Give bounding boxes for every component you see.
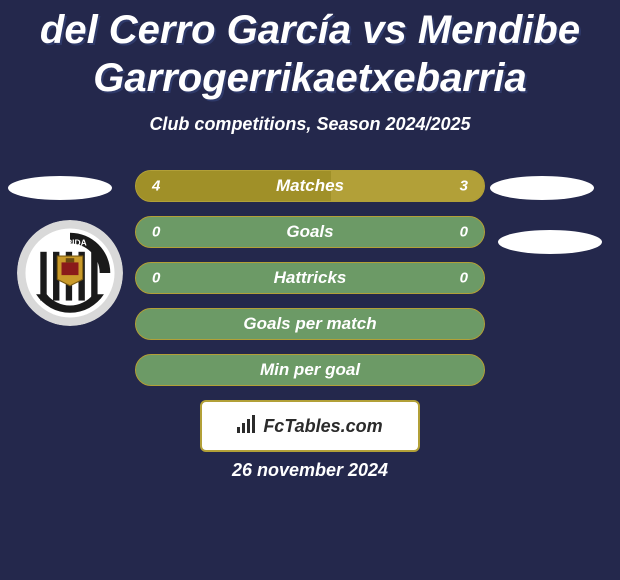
stat-value-right: 0 [460,224,468,241]
footer-date: 26 november 2024 [232,460,388,481]
player-left-placeholder [8,176,112,200]
subtitle: Club competitions, Season 2024/2025 [0,114,620,135]
page-title: del Cerro García vs Mendibe Garrogerrika… [0,0,620,102]
stat-bar: Min per goal [135,354,485,386]
footer-logo-text: FcTables.com [263,416,382,437]
club-badge: MERIDA [17,220,123,326]
player-right-placeholder-1 [490,176,594,200]
stat-bar: Goals 0 0 [135,216,485,248]
stat-value-left: 0 [152,270,160,287]
stat-fill-left [136,217,310,247]
stat-value-right: 3 [460,178,468,195]
stat-value-left: 0 [152,224,160,241]
stat-bar: Goals per match [135,308,485,340]
stats-area: Matches 4 3 Goals 0 0 Hattricks 0 0 Goals per mat… [135,170,485,400]
stat-value-right: 0 [460,270,468,287]
footer-logo-box: FcTables.com [200,400,420,452]
stat-bar: Matches 4 3 [135,170,485,202]
stat-label: Matches [276,176,344,196]
svg-text:MERIDA: MERIDA [53,237,86,247]
stat-label: Goals [286,222,333,242]
chart-icon [237,415,257,438]
stat-label: Goals per match [243,314,376,334]
stat-bar: Hattricks 0 0 [135,262,485,294]
stat-label: Min per goal [260,360,360,380]
player-right-placeholder-2 [498,230,602,254]
stat-label: Hattricks [274,268,347,288]
comparison-infographic: del Cerro García vs Mendibe Garrogerrika… [0,0,620,580]
stat-value-left: 4 [152,178,160,195]
stat-fill-right [310,217,484,247]
